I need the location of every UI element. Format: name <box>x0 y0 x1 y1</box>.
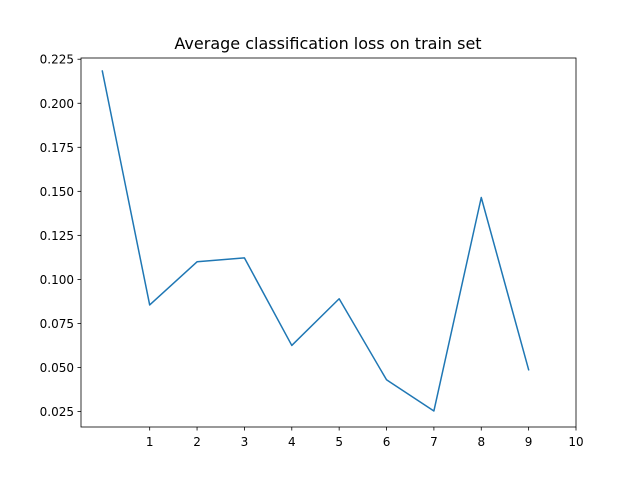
axes-frame <box>80 57 577 428</box>
y-tick-label: 0.225 <box>40 53 74 67</box>
x-tick-label: 10 <box>568 435 583 449</box>
x-tick-label: 3 <box>241 435 249 449</box>
x-tick-label: 2 <box>193 435 201 449</box>
y-tick-label: 0.200 <box>40 97 74 111</box>
y-tick-label: 0.125 <box>40 229 74 243</box>
y-tick-label: 0.175 <box>40 141 74 155</box>
x-tick-label: 1 <box>146 435 154 449</box>
series-line-0 <box>101 70 530 412</box>
x-tick-label: 5 <box>335 435 343 449</box>
x-tick-label: 9 <box>525 435 533 449</box>
y-tick-label: 0.075 <box>40 317 74 331</box>
x-tick-label: 7 <box>430 435 438 449</box>
y-tick-label: 0.100 <box>40 273 74 287</box>
y-tick-label: 0.025 <box>40 405 74 419</box>
y-tick-label: 0.050 <box>40 361 74 375</box>
chart-title: Average classification loss on train set <box>174 34 481 53</box>
x-tick-label: 8 <box>477 435 485 449</box>
x-tick-label: 6 <box>383 435 391 449</box>
x-tick-label: 4 <box>288 435 296 449</box>
plot-area: 0.025 0.050 0.075 0.100 0.125 0.150 0.175 0.200… <box>40 53 584 449</box>
y-tick-label: 0.150 <box>40 185 74 199</box>
